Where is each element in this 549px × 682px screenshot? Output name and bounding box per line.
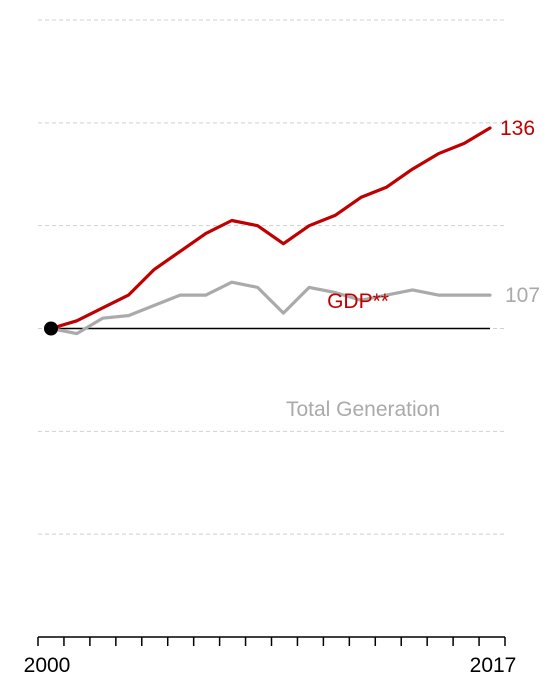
series-lines — [49, 126, 492, 336]
x-axis — [37, 636, 506, 646]
gridlines — [38, 19, 507, 535]
x-tick-label-2000: 2000 — [24, 654, 71, 677]
series-line-total-generation — [49, 280, 492, 336]
x-tick-label-2017: 2017 — [470, 654, 517, 677]
gdp-end-value: 136 — [500, 117, 535, 140]
start-marker — [44, 321, 58, 336]
gdp-series-label: GDP** — [327, 290, 389, 313]
series-line-gdp — [49, 126, 492, 331]
total-generation-end-value: 107 — [505, 284, 540, 307]
total-generation-series-label: Total Generation — [286, 398, 440, 421]
